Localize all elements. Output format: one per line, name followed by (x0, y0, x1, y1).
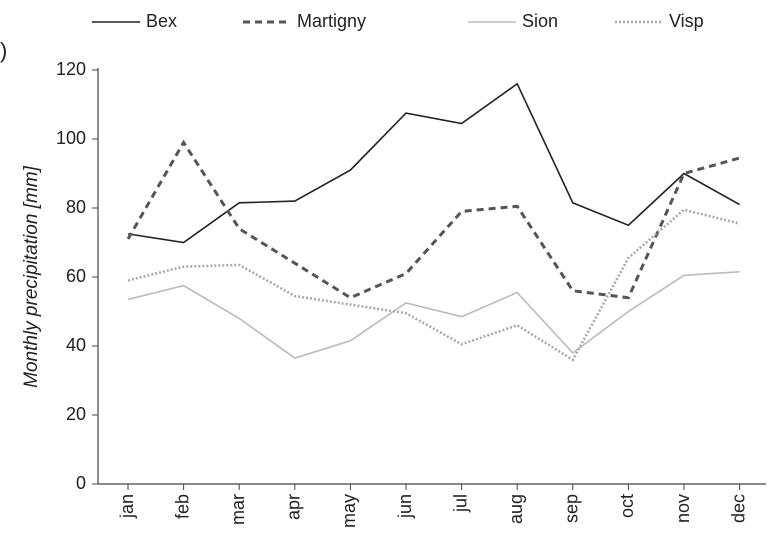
x-tick-label: apr (284, 494, 304, 520)
series-line (127, 208, 740, 362)
series-line (127, 82, 740, 244)
y-tick-label: 0 (76, 473, 86, 493)
y-tick-label: 80 (66, 197, 86, 217)
series-line (127, 271, 740, 359)
x-tick-label: jan (117, 494, 137, 519)
x-tick-label: may (339, 494, 359, 528)
x-tick-label: oct (617, 494, 637, 518)
legend-label: Bex (146, 11, 177, 31)
y-tick-label: 60 (66, 266, 86, 286)
y-tick-label: 100 (56, 128, 86, 148)
panel-label: ) (0, 38, 7, 63)
x-tick-label: sep (562, 494, 582, 523)
legend-label: Visp (669, 11, 704, 31)
legend-label: Sion (522, 11, 558, 31)
x-tick-label: feb (172, 494, 192, 519)
x-tick-label: aug (506, 494, 526, 524)
y-tick-label: 120 (56, 59, 86, 79)
x-tick-label: jun (395, 494, 415, 519)
y-tick-label: 20 (66, 404, 86, 424)
x-tick-label: dec (728, 494, 748, 523)
legend-label: Martigny (297, 11, 366, 31)
x-tick-label: jul (450, 494, 470, 513)
x-tick-label: mar (228, 494, 248, 525)
y-axis-label: Monthly precipitation [mm] (21, 165, 42, 387)
y-tick-label: 40 (66, 335, 86, 355)
x-tick-label: nov (673, 494, 693, 523)
series-line (126, 139, 741, 300)
